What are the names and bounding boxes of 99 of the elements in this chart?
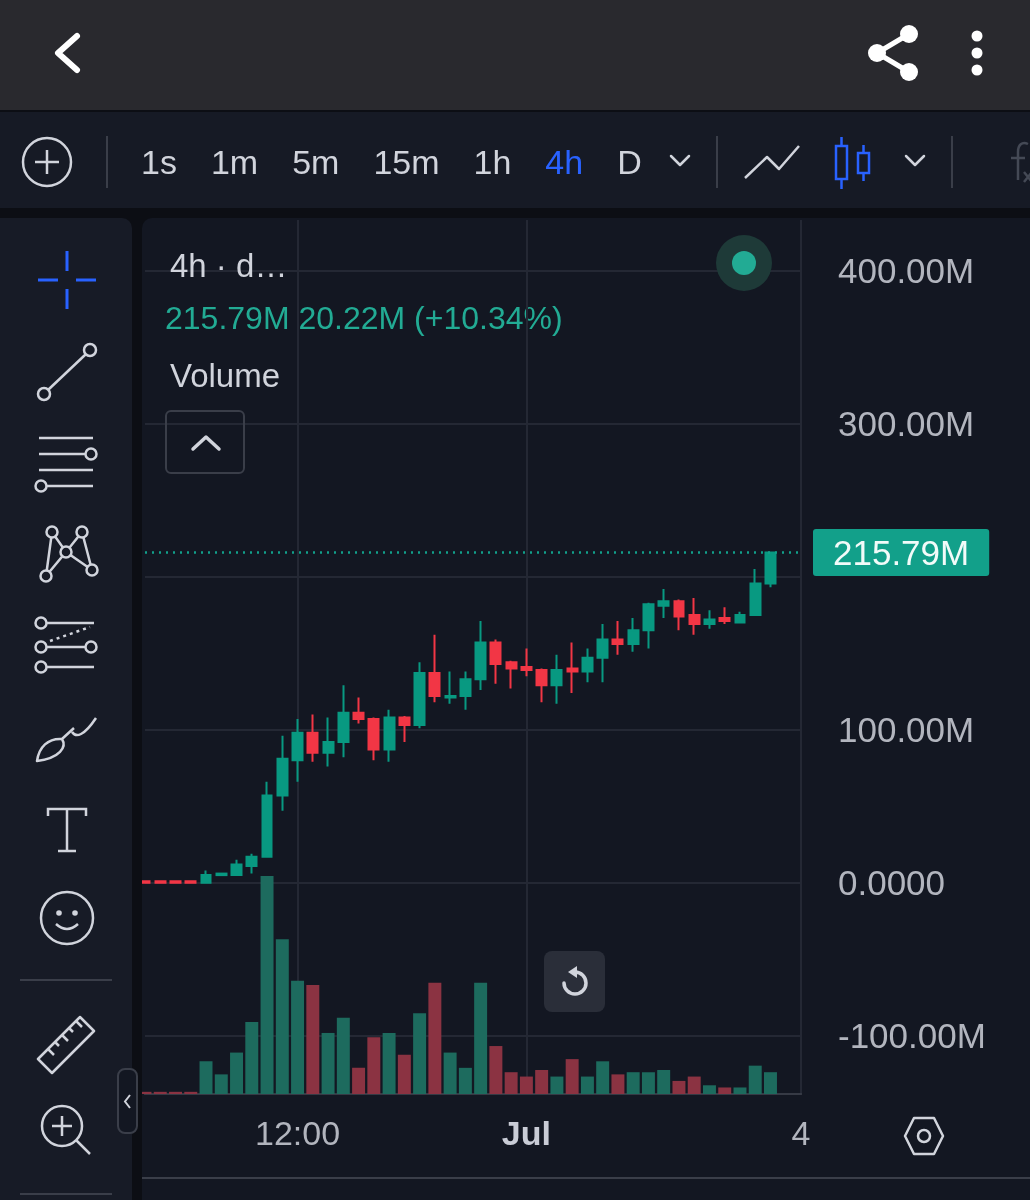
candlestick [154, 880, 167, 884]
bar [764, 1072, 777, 1094]
candlestick [261, 780, 273, 858]
candlestick [291, 717, 304, 783]
candlestick [611, 620, 624, 656]
bar [718, 1087, 732, 1094]
candlestick [245, 852, 258, 875]
candlestick [749, 567, 762, 616]
text: 4h · d… [170, 247, 288, 284]
bar [428, 982, 442, 1094]
candlestick [337, 684, 350, 759]
bar [260, 876, 274, 1094]
candlestick [642, 601, 655, 650]
candlestick [718, 606, 731, 626]
candlestick [581, 647, 594, 684]
timeframe-option: 1s [141, 140, 177, 184]
bar [550, 1076, 564, 1094]
bar [596, 1061, 610, 1094]
y-tick-label: -100.00M [838, 1016, 986, 1056]
bar [397, 1054, 411, 1094]
y-tick-label: 400.00M [838, 251, 975, 291]
candlestick [596, 623, 609, 684]
bar [565, 1059, 579, 1094]
y-tick-label: 0.0000 [838, 863, 946, 903]
candlestick [520, 647, 533, 678]
candlestick [230, 858, 243, 877]
candlestick [276, 734, 289, 812]
x-tick-label: 12:00 [255, 1114, 341, 1152]
y-tick-label: 100.00M [838, 710, 975, 750]
candlestick [505, 659, 518, 690]
bar [657, 1070, 671, 1094]
candlestick [459, 670, 472, 711]
bar [672, 1080, 686, 1094]
chart-title: Volume [170, 357, 281, 394]
candlestick [489, 638, 502, 685]
bar [489, 1046, 503, 1094]
timeframe-option: 5m [292, 140, 340, 184]
candlestick [550, 653, 563, 705]
bar [184, 1091, 198, 1094]
candlestick [627, 616, 640, 653]
bar [733, 1087, 747, 1094]
candlestick [322, 716, 335, 768]
bar [474, 982, 488, 1094]
bar [306, 985, 320, 1094]
annotation: 215.79M 20.22M (+10.34%) [165, 300, 563, 336]
candlestick [703, 609, 716, 630]
bar [641, 1072, 655, 1094]
timeframe-option: 4h [545, 140, 584, 184]
candlestick [566, 641, 579, 694]
bar [352, 1067, 366, 1094]
candlestick [657, 587, 670, 619]
bar [443, 1052, 457, 1094]
candlestick [535, 667, 548, 704]
bar [626, 1072, 640, 1094]
candlestick [383, 708, 396, 763]
bar [580, 1076, 594, 1094]
candlestick [200, 869, 212, 884]
candlestick [367, 716, 380, 762]
bar [214, 1074, 228, 1094]
candlestick [184, 880, 197, 884]
bar [535, 1070, 549, 1094]
candlestick [688, 597, 701, 636]
bar [519, 1076, 533, 1094]
bar [245, 1022, 259, 1094]
timeframe-option: 1m [210, 140, 259, 184]
y-tick-label: 300.00M [838, 404, 975, 444]
bar [367, 1037, 381, 1094]
candlestick [428, 633, 441, 704]
bar [458, 1067, 472, 1094]
timeframe-option: D [617, 140, 642, 184]
candlestick [169, 880, 182, 884]
bar [413, 1013, 427, 1094]
bar [230, 1052, 244, 1094]
candlestick [398, 714, 411, 743]
bar [169, 1091, 182, 1094]
bar [336, 1017, 350, 1094]
timeframe-option: 1h [473, 140, 512, 184]
candlestick [734, 610, 746, 624]
x-tick-label: 4 [791, 1114, 811, 1152]
candlestick [444, 670, 457, 705]
candlestick [474, 620, 487, 691]
bar [687, 1076, 701, 1094]
candlestick [673, 598, 685, 632]
candlestick [352, 696, 365, 725]
bar [291, 980, 305, 1094]
x-tick-label: Jul [501, 1114, 551, 1152]
bar [702, 1085, 716, 1094]
bar [275, 939, 289, 1094]
bar [611, 1074, 625, 1094]
timeframe-option: 15m [373, 140, 440, 184]
candlestick [215, 872, 228, 877]
candlestick [306, 713, 319, 763]
bar [504, 1072, 518, 1094]
bar [382, 1032, 396, 1094]
ref-line-label: 215.79M [833, 532, 970, 572]
bar [199, 1061, 213, 1094]
candlestick [413, 661, 426, 730]
bar [748, 1065, 762, 1094]
bar [321, 1032, 335, 1094]
